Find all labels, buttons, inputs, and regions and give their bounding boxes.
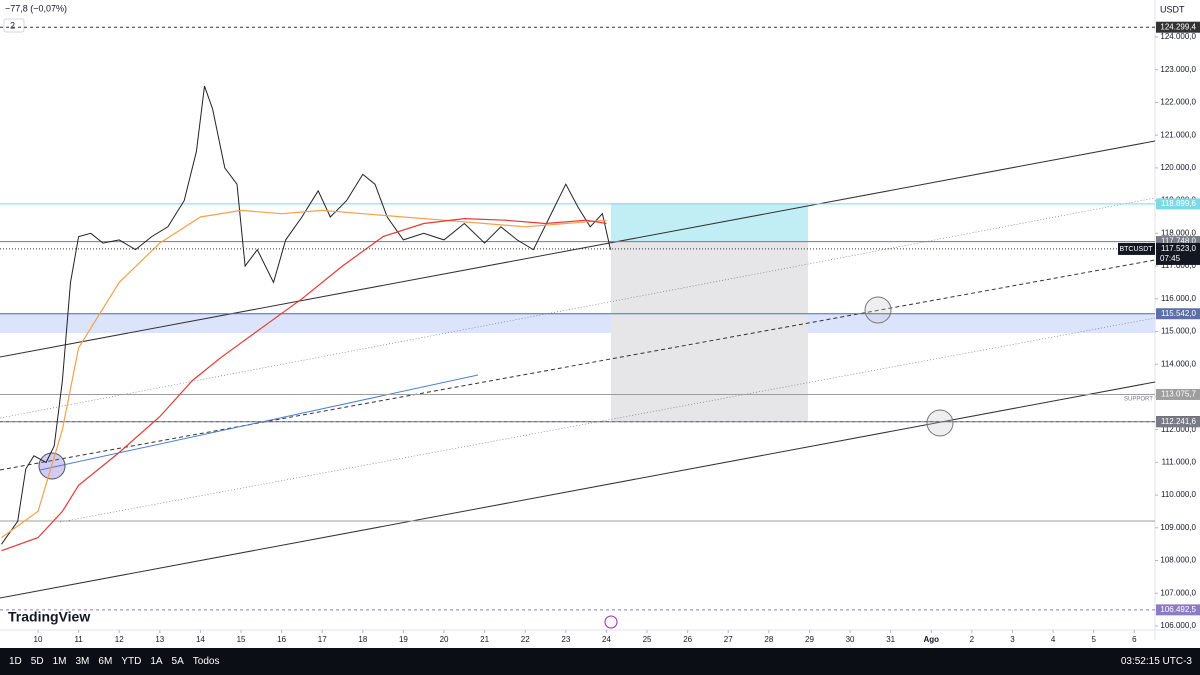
price-label: 124.299,4 <box>1160 22 1196 31</box>
marker <box>926 409 954 437</box>
x-tick-label: 4 <box>1051 635 1056 644</box>
zone <box>0 313 1155 333</box>
x-tick-label: 26 <box>683 635 692 644</box>
interval-button[interactable]: 1D <box>9 656 22 667</box>
y-tick-label: 114.000,0 <box>1161 359 1197 368</box>
marker <box>864 296 892 324</box>
x-tick-label: 16 <box>277 635 286 644</box>
trend-line <box>0 381 1156 599</box>
interval-button[interactable]: YTD <box>121 656 142 667</box>
y-tick-label: 118.000,0 <box>1161 228 1197 237</box>
y-tick-label: 109.000,0 <box>1160 523 1196 532</box>
y-tick-label: 115.000,0 <box>1161 327 1197 336</box>
y-tick-label: 122.000,0 <box>1160 98 1196 107</box>
y-tick-label: 112.000,0 <box>1161 425 1197 434</box>
price-label: 106.492,5 <box>1160 605 1196 614</box>
y-tick-label: 123.000,0 <box>1160 65 1196 74</box>
x-tick-label: 6 <box>1132 635 1137 644</box>
y-tick-label: 106.000,0 <box>1160 621 1196 630</box>
x-tick-label: Ago <box>923 635 939 644</box>
y-tick-label: 116.000,0 <box>1161 294 1197 303</box>
event-icon[interactable] <box>604 615 618 629</box>
last-price-box <box>1156 242 1200 265</box>
x-tick-label: 5 <box>1091 635 1096 644</box>
x-tick-label: 17 <box>318 635 327 644</box>
price-label-box <box>1156 604 1200 616</box>
interval-button[interactable]: 5D <box>30 656 44 667</box>
x-tick-label: 15 <box>237 635 246 644</box>
x-tick-label: 12 <box>115 635 124 644</box>
x-tick-label: 30 <box>846 635 855 644</box>
symbol: BTCUSDT <box>1119 246 1153 253</box>
x-tick-label: 23 <box>561 635 570 644</box>
y-tick-label: 124.000,0 <box>1160 32 1196 41</box>
price-label: 112.241,6 <box>1161 417 1197 426</box>
y-tick-label: 111.000,0 <box>1162 457 1197 466</box>
interval-button[interactable]: 5A <box>171 656 184 667</box>
x-tick-label: 18 <box>358 635 367 644</box>
x-tick-label: 10 <box>34 635 43 644</box>
x-tick-label: 19 <box>399 635 408 644</box>
interval-button[interactable]: 6M <box>98 656 113 667</box>
y-tick-label: 117.000,0 <box>1161 261 1197 270</box>
price-label-box <box>1156 21 1200 33</box>
y-tick-label: 121.000,0 <box>1160 130 1196 139</box>
x-tick-label: 11 <box>74 635 83 644</box>
x-tick-label: 13 <box>155 635 164 644</box>
indicator-count: 2 <box>10 20 15 30</box>
interval-button[interactable]: Todos <box>192 656 220 667</box>
x-tick-label: 22 <box>521 635 530 644</box>
price-label-box <box>1156 198 1200 210</box>
price-line <box>1 209 607 539</box>
price-label-box <box>1156 236 1200 248</box>
interval-button[interactable]: 1M <box>52 656 67 667</box>
y-tick-label: 120.000,0 <box>1160 163 1196 172</box>
interval-button[interactable]: 3M <box>75 656 90 667</box>
price-line <box>1 85 611 545</box>
price-change: −77,8 (−0,07%) <box>5 3 67 13</box>
x-tick-label: 27 <box>724 635 733 644</box>
logo: TradingView <box>8 609 90 625</box>
x-tick-label: 28 <box>764 635 773 644</box>
price-line <box>1 217 607 552</box>
x-tick-label: 21 <box>480 635 489 644</box>
trend-line <box>39 374 479 471</box>
clock: 03:52:15 UTC-3 <box>1120 656 1192 667</box>
stop-zone <box>611 241 808 421</box>
x-tick-label: 25 <box>643 635 652 644</box>
y-tick-label: 110.000,0 <box>1161 490 1197 499</box>
price-label: 118.899,6 <box>1161 199 1197 208</box>
x-tick-label: 20 <box>440 635 449 644</box>
countdown: 07:45 <box>1160 254 1181 263</box>
price-label: 113.075,7 <box>1161 390 1197 399</box>
trend-line <box>0 197 1156 419</box>
last-price-label: 117.523,0 <box>1161 244 1197 253</box>
x-tick-label: 29 <box>805 635 814 644</box>
y-tick-label: 108.000,0 <box>1160 556 1196 565</box>
target-zone <box>611 203 808 241</box>
count-badge[interactable] <box>3 18 25 33</box>
price-label: 115.542,0 <box>1161 309 1197 318</box>
trend-line <box>0 140 1156 358</box>
toolbar: 1D 5D 1M 3M 6M YTD 1A 5A Todos 03:52:15 UTC-3 <box>0 648 1200 675</box>
annotation: SUPPORT <box>1124 397 1153 403</box>
x-tick-label: 3 <box>1010 635 1015 644</box>
x-tick-label: 14 <box>196 635 205 644</box>
y-tick-label: 107.000,0 <box>1160 588 1196 597</box>
currency: USDT <box>1160 4 1185 14</box>
x-tick-label: 2 <box>970 635 975 644</box>
x-tick-label: 31 <box>886 635 895 644</box>
symbol-tag <box>1118 242 1155 255</box>
price-label: 117.748,0 <box>1161 237 1197 246</box>
chart: −77,8 (−0,07%) 2 USDT TradingView SUPPOR… <box>0 0 1200 645</box>
x-tick-label: 24 <box>602 635 611 644</box>
price-label-box <box>1156 416 1200 428</box>
price-label-box <box>1156 388 1200 400</box>
interval-button[interactable]: 1A <box>150 656 163 667</box>
price-label-box <box>1156 308 1200 320</box>
